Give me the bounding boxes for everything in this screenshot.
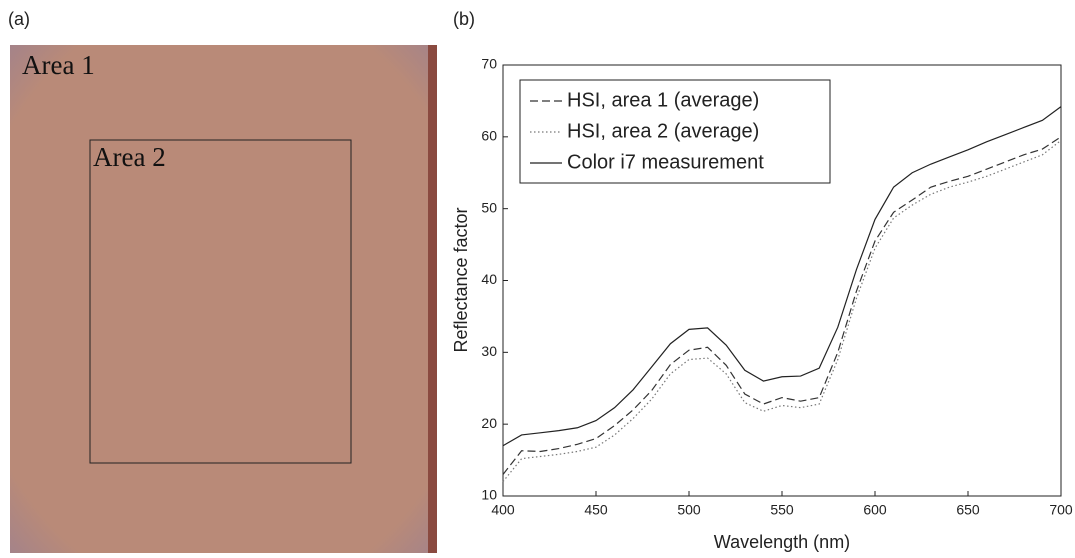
area-box — [89, 139, 352, 464]
y-tick-label: 40 — [481, 271, 497, 287]
x-tick-label: 650 — [956, 502, 980, 518]
panel-label: (a) — [8, 9, 30, 29]
legend-box — [519, 79, 831, 184]
y-axis-label: Reflectance factor — [451, 207, 471, 352]
line — [502, 106, 1062, 447]
line — [502, 139, 1062, 483]
x-axis-label: Wavelength (nm) — [714, 532, 850, 552]
legend-label: HSI, area 1 (average) — [567, 89, 759, 111]
x-tick-label: 400 — [491, 502, 515, 518]
x-tick-label: 700 — [1049, 502, 1073, 518]
x-tick-label: 450 — [584, 502, 608, 518]
panel-label: (b) — [453, 9, 475, 29]
area-label: Area 2 — [93, 142, 166, 172]
image-edge — [428, 45, 437, 553]
area-label: Area 1 — [22, 50, 95, 80]
y-tick-label: 50 — [481, 199, 497, 215]
legend-label: Color i7 measurement — [567, 151, 764, 173]
legend-label: HSI, area 2 (average) — [567, 120, 759, 142]
y-tick-label: 20 — [481, 415, 497, 431]
x-tick-label: 500 — [677, 502, 701, 518]
y-tick-label: 60 — [481, 128, 497, 144]
sample-image — [10, 45, 437, 553]
line — [502, 136, 1062, 475]
x-tick-label: 600 — [863, 502, 887, 518]
y-tick-label: 10 — [481, 487, 497, 503]
x-tick-label: 550 — [770, 502, 794, 518]
y-tick-label: 30 — [481, 343, 497, 359]
y-tick-label: 70 — [481, 56, 497, 72]
